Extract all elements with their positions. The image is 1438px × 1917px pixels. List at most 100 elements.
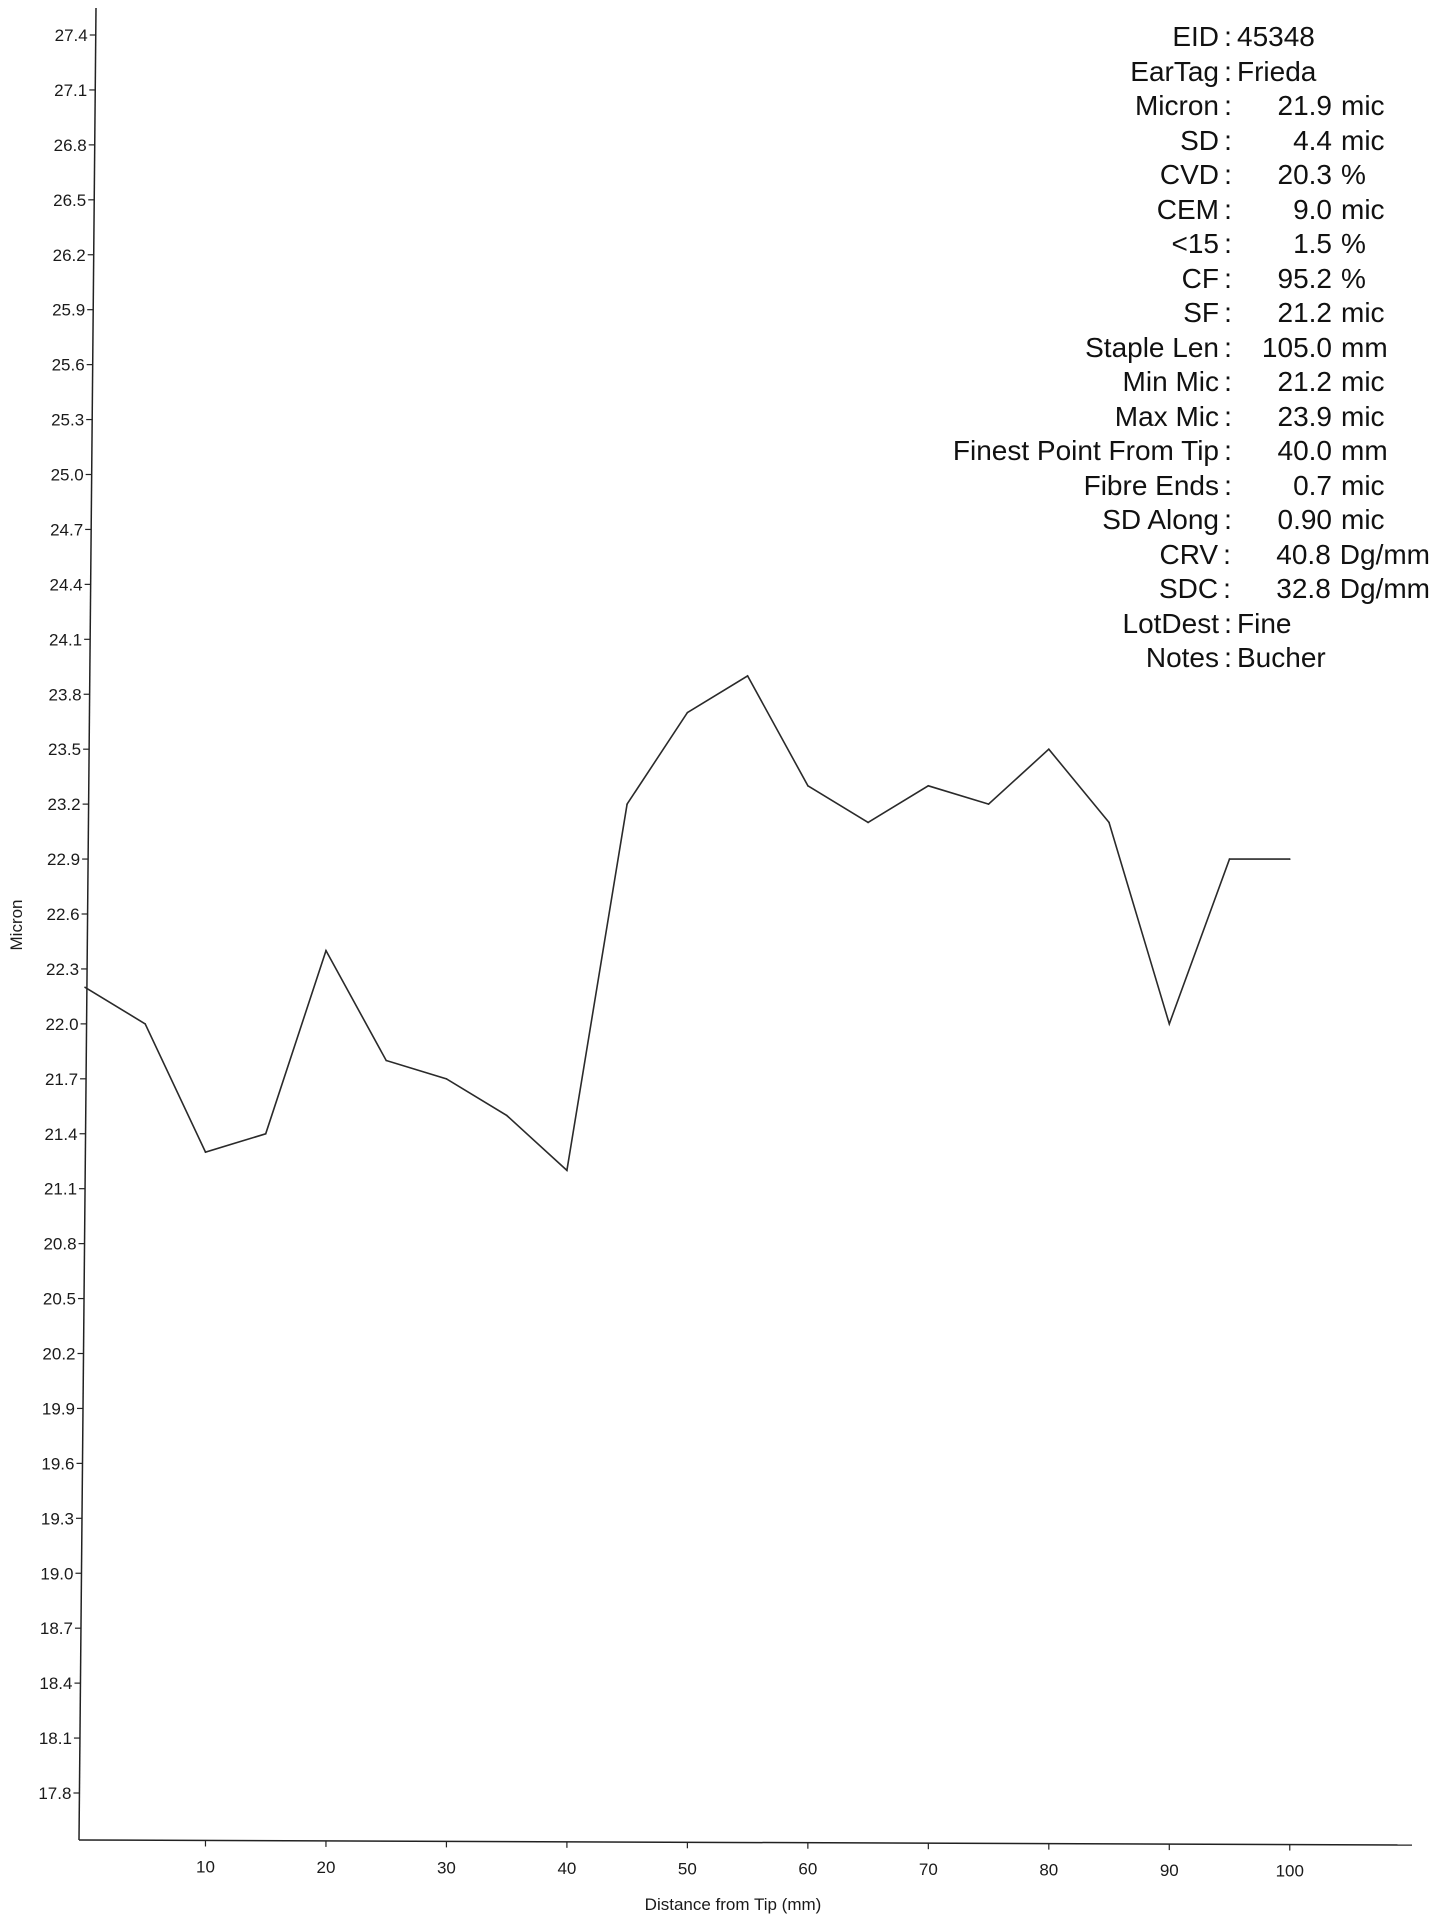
stat-unit: % [1341,228,1366,259]
stat-label: CF [1181,262,1219,294]
data-point [746,675,749,677]
stat-label: Finest Point From Tip [952,435,1219,466]
stat-unit: mm [1341,331,1388,363]
data-point [927,785,930,787]
micron-series-line [84,674,1290,1172]
axes [78,7,1413,1846]
data-point [1288,858,1291,860]
stat-row: Min Mic: 21.2 mic [900,365,1430,400]
data-point [566,1169,568,1172]
x-tick-label: 40 [557,1859,576,1878]
y-tick-label: 22.0 [45,1015,78,1034]
x-tick-label: 50 [678,1859,697,1878]
data-point [505,1114,508,1117]
stat-separator: : [1224,642,1232,673]
y-tick-label: 17.8 [38,1784,71,1803]
fibre-statistics-panel: EID:45348 EarTag: Frieda Micron:21.9 mic SD:4… [900,20,1430,676]
stat-unit: Dg/mm [1339,538,1431,570]
stat-label: CVD [1159,159,1219,190]
stat-label: Staple Len [1085,331,1219,363]
stat-row: CRV: 40.8 Dg/mm [900,538,1430,573]
stat-separator: : [1224,55,1232,87]
stat-value: 32.8 [1276,573,1331,604]
y-tick-label: 21.4 [44,1125,77,1144]
y-tick-label: 22.9 [47,850,80,869]
stat-separator: : [1223,573,1231,604]
stat-value: 40.0 [1277,435,1333,466]
stat-value: 21.2 [1277,366,1333,397]
stat-value: 21.9 [1277,90,1333,121]
data-point [325,949,327,952]
stat-row: EarTag: Frieda [900,55,1430,90]
y-tick-label: 26.8 [54,136,87,155]
y-axis-title: Micron [7,899,26,950]
y-tick-label: 21.1 [44,1180,77,1199]
y-tick-label: 20.8 [43,1235,76,1254]
stat-row: Fibre Ends: 0.7 mic [900,469,1430,504]
stat-row: Micron: 21.9 mic [900,89,1430,124]
y-tick-label: 24.1 [49,630,82,649]
stat-unit: mic [1341,469,1385,501]
stat-row: CEM: 9.0 mic [900,193,1430,228]
y-tick-label: 20.5 [43,1290,76,1309]
stat-separator: : [1224,366,1232,397]
y-tick-label: 27.1 [54,81,87,100]
data-point [204,1151,207,1153]
y-tick-label: 18.7 [40,1619,73,1638]
stat-separator: : [1223,538,1231,570]
stat-label: SDC [1158,573,1219,604]
y-tick-label: 26.2 [53,246,86,265]
x-tick-label: 90 [1160,1861,1179,1880]
stat-value: 45348 [1237,21,1315,52]
y-tick-label: 22.3 [46,960,79,979]
stat-value: 0.7 [1293,469,1332,501]
x-tick-group: 10 20 30 40 50 60 70 80 90 100 [196,1840,1304,1881]
stat-row: SD: 4.4 mic [900,124,1430,159]
y-tick-label: 25.3 [51,411,84,430]
series-group [84,674,1291,1172]
y-tick-label: 18.4 [39,1674,72,1693]
x-tick-label: 10 [196,1857,215,1876]
stat-label: CRV [1159,538,1219,570]
stat-label: EarTag [1130,55,1219,87]
stat-row: Max Mic: 23.9 mic [900,400,1430,435]
y-tick-label: 27.4 [55,26,88,45]
stat-value: Fine [1237,607,1292,639]
stat-row: <15: 1.5% [900,227,1430,262]
y-tick-label: 25.9 [52,301,85,320]
stat-value: 23.9 [1277,400,1333,432]
stat-row: Notes: Bucher [900,641,1430,676]
stat-label: Fibre Ends [1083,469,1219,501]
stat-unit: % [1341,159,1366,190]
data-point [807,785,809,787]
x-tick-label: 20 [316,1858,335,1877]
data-point [385,1059,387,1062]
stat-value: 20.3 [1277,159,1333,190]
stat-unit: % [1341,262,1366,294]
data-point [626,803,628,805]
x-axis-line [78,1839,1413,1846]
stat-separator: : [1224,90,1232,121]
stat-separator: : [1224,21,1232,52]
stat-row: Staple Len:105.0 mm [900,331,1430,366]
y-tick-label: 20.2 [42,1345,75,1364]
stat-separator: : [1224,262,1232,294]
stat-row: CVD: 20.3% [900,158,1430,193]
y-tick-label: 23.2 [48,795,81,814]
stat-label: SD Along [1102,504,1219,535]
stat-separator: : [1224,228,1232,259]
data-point [867,821,869,824]
stat-value: 1.5 [1293,228,1332,259]
y-tick-label: 19.0 [40,1564,73,1583]
stat-value: 21.2 [1277,297,1333,328]
stat-row: LotDest: Fine [900,607,1430,642]
stat-separator: : [1224,504,1232,535]
x-tick-label: 30 [437,1858,456,1877]
stat-value: Bucher [1237,642,1326,673]
data-point [686,711,689,714]
stat-unit: Dg/mm [1339,573,1431,604]
y-tick-label: 19.3 [41,1509,74,1528]
stat-unit: mic [1341,124,1385,156]
y-tick-label: 26.5 [53,191,86,210]
stat-row: SDC: 32.8 Dg/mm [900,572,1430,607]
